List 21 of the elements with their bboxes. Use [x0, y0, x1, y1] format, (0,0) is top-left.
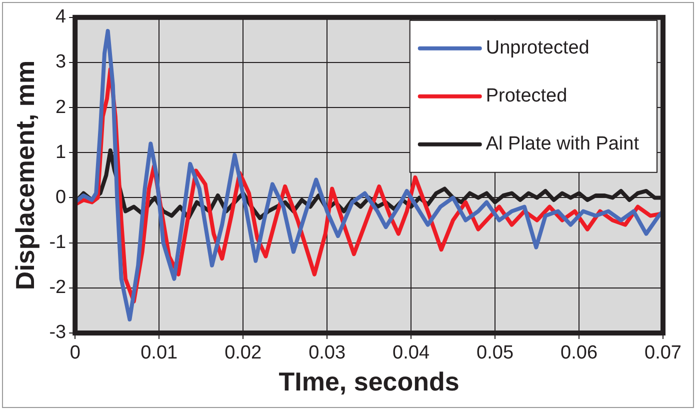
legend-label: Unprotected	[486, 38, 590, 59]
y-tick-label: 2	[56, 96, 66, 118]
x-tick-label: 0.01	[140, 342, 178, 364]
x-tick-label: 0	[70, 342, 80, 364]
legend-label: Al Plate with Paint	[486, 134, 640, 155]
y-tick-label: 0	[56, 186, 66, 208]
x-tick-label: 0.02	[224, 342, 262, 364]
y-tick-label: -1	[49, 232, 66, 254]
y-tick-label: -3	[49, 322, 66, 344]
legend-label: Protected	[486, 86, 568, 107]
y-tick-label: 3	[56, 52, 66, 73]
y-tick-label: 1	[56, 142, 66, 163]
x-tick-label: 0.03	[308, 342, 346, 364]
y-tick-label: -2	[49, 277, 66, 298]
x-tick-label: 0.07	[644, 342, 682, 364]
x-tick-label: 0.04	[392, 342, 430, 364]
y-tick-label: 4	[56, 6, 67, 28]
x-tick-label: 0.06	[560, 342, 598, 364]
x-tick-label: 0.05	[476, 342, 514, 364]
y-axis-title: Displacement, mm	[10, 60, 40, 290]
x-axis-title: TIme, seconds	[278, 366, 460, 397]
